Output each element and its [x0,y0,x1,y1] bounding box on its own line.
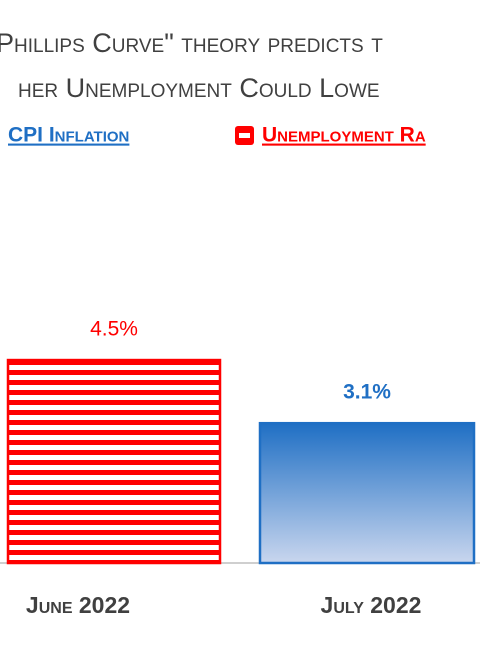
legend-label: Unemployment Ra [262,124,426,147]
value-label: 4.5% [90,318,138,341]
chart-title: her Unemployment Could Lowe [18,73,380,103]
bar [6,358,222,565]
legend-icon-mark [239,133,250,138]
chart-title: Phillips Curve" theory predicts t [0,28,383,58]
bar [258,421,476,565]
legend-label: CPI Inflation [8,124,129,147]
value-label: 3.1% [343,381,391,404]
x-tick-label: July 2022 [321,592,422,618]
x-tick-label: June 2022 [26,592,130,618]
